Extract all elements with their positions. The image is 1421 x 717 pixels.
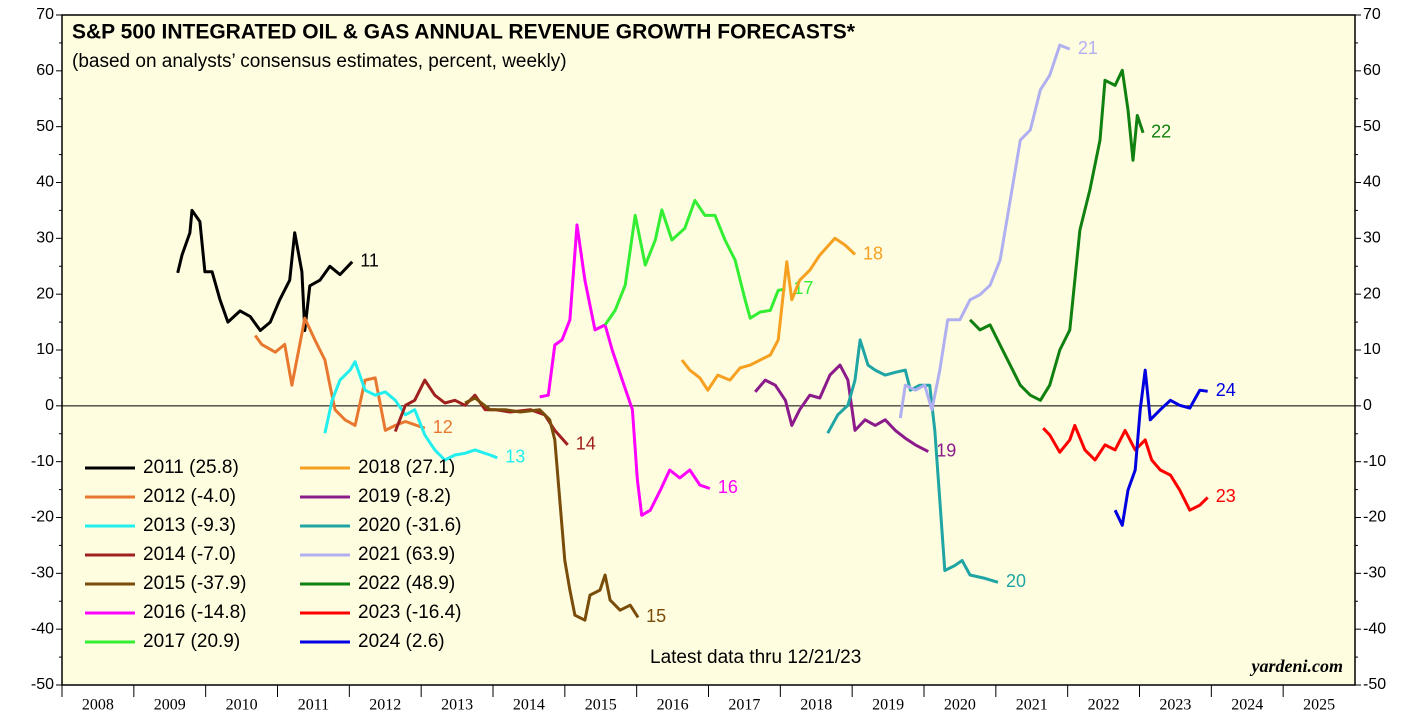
legend-label: 2023 (-16.4): [358, 602, 462, 623]
legend-label: 2012 (-4.0): [143, 486, 236, 507]
legend-label: 2024 (2.6): [358, 631, 445, 652]
series-line: [680, 236, 857, 392]
x-tick-label: 2008: [82, 697, 114, 714]
series-line: [539, 223, 711, 517]
x-tick-label: 2024: [1231, 697, 1263, 714]
y-tick-label-right: -20: [1363, 509, 1386, 526]
y-tick-label: -40: [31, 620, 54, 637]
legend-label: 2018 (27.1): [358, 457, 455, 478]
plot-area: [61, 14, 1356, 686]
x-tick-label: 2012: [369, 697, 401, 714]
source: yardeni.com: [1250, 656, 1344, 676]
series-line: [826, 338, 999, 584]
legend-label: 2015 (-37.9): [143, 573, 247, 594]
x-tick-label: 2013: [441, 697, 473, 714]
x-tick-label: 2009: [154, 697, 186, 714]
end-label: 16: [718, 477, 738, 497]
end-label: 24: [1216, 380, 1236, 400]
y-tick-label: 20: [36, 285, 54, 302]
y-tick-label: 10: [36, 341, 54, 358]
y-tick-label-right: 50: [1363, 118, 1381, 135]
x-tick-label: 2018: [800, 697, 832, 714]
chart-subtitle: (based on analysts’ consensus estimates,…: [72, 51, 567, 72]
end-label: 14: [576, 434, 596, 454]
legend-label: 2013 (-9.3): [143, 515, 236, 536]
end-label: 11: [360, 251, 379, 271]
y-tick-label-right: -10: [1363, 453, 1386, 470]
y-tick-label-right: -30: [1363, 565, 1386, 582]
end-label: 23: [1216, 486, 1236, 506]
annotation: Latest data thru 12/21/23: [650, 647, 861, 668]
end-label: 18: [863, 243, 883, 263]
series-line: [898, 43, 1071, 419]
y-tick-label: 0: [45, 397, 54, 414]
series-line: [968, 68, 1145, 402]
x-tick-label: 2010: [226, 697, 258, 714]
series-line: [253, 316, 426, 432]
y-tick-label-right: 40: [1363, 174, 1381, 191]
y-tick-label-right: -40: [1363, 620, 1386, 637]
x-tick-label: 2015: [585, 697, 617, 714]
y-tick-label-right: 0: [1363, 397, 1372, 414]
series-line: [323, 360, 498, 462]
end-label: 21: [1078, 38, 1098, 58]
chart-title: S&P 500 INTEGRATED OIL & GAS ANNUAL REVE…: [72, 21, 856, 44]
series-line: [754, 363, 929, 453]
y-tick-label-right: 30: [1363, 230, 1381, 247]
series-line: [603, 198, 786, 326]
x-tick-label: 2011: [298, 697, 329, 714]
y-tick-label-right: 60: [1363, 62, 1381, 79]
end-label: 15: [646, 606, 666, 626]
x-tick-label: 2025: [1303, 697, 1335, 714]
y-tick-label: 40: [36, 174, 54, 191]
legend-label: 2017 (20.9): [143, 631, 240, 652]
y-tick-label: -50: [31, 676, 54, 693]
y-tick-label: 60: [36, 62, 54, 79]
y-tick-label-right: 70: [1363, 6, 1381, 23]
legend-label: 2021 (63.9): [358, 544, 455, 565]
x-tick-label: 2014: [513, 697, 545, 714]
x-tick-label: 2021: [1016, 697, 1048, 714]
legend-label: 2022 (48.9): [358, 573, 455, 594]
y-tick-label: -20: [31, 509, 54, 526]
y-tick-label-right: 10: [1363, 341, 1381, 358]
end-label: 13: [505, 447, 525, 467]
y-tick-label: 50: [36, 118, 54, 135]
x-tick-label: 2019: [872, 697, 904, 714]
legend-label: 2016 (-14.8): [143, 602, 247, 623]
end-label: 22: [1151, 122, 1171, 142]
x-tick-label: 2016: [657, 697, 689, 714]
series-line: [464, 396, 640, 622]
series-line: [1113, 368, 1208, 527]
y-tick-label: -30: [31, 565, 54, 582]
legend-label: 2011 (25.8): [143, 457, 239, 478]
y-tick-label-right: 20: [1363, 285, 1381, 302]
legend-label: 2014 (-7.0): [143, 544, 236, 565]
x-tick-label: 2020: [944, 697, 976, 714]
end-label: 12: [433, 417, 453, 437]
legend-label: 2019 (-8.2): [358, 486, 451, 507]
x-tick-label: 2022: [1088, 697, 1120, 714]
y-tick-label-right: -50: [1363, 676, 1386, 693]
y-tick-label: 70: [36, 6, 54, 23]
y-tick-label: -10: [31, 453, 54, 470]
series-line: [1042, 423, 1209, 512]
end-label: 20: [1006, 571, 1026, 591]
series-line: [176, 208, 354, 332]
x-tick-label: 2017: [728, 697, 760, 714]
legend-label: 2020 (-31.6): [358, 515, 462, 536]
y-tick-label: 30: [36, 230, 54, 247]
end-label: 19: [936, 440, 956, 460]
x-tick-label: 2023: [1159, 697, 1191, 714]
